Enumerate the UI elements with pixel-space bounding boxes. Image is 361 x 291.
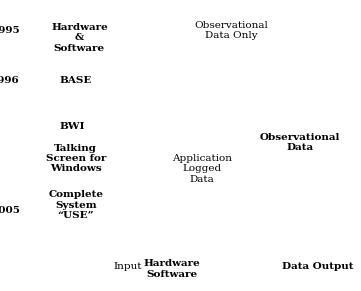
Text: 1996: 1996 (0, 76, 20, 84)
Text: Observational
Data: Observational Data (260, 133, 340, 152)
Text: Data Output: Data Output (282, 262, 353, 271)
Text: Talking
Screen for
Windows: Talking Screen for Windows (45, 144, 106, 173)
Text: Complete
System
“USE”: Complete System “USE” (48, 190, 103, 220)
Text: Observational
Data Only: Observational Data Only (194, 21, 268, 40)
Text: 1995: 1995 (0, 26, 20, 35)
Text: Input: Input (114, 262, 142, 271)
Text: Application
Logged
Data: Application Logged Data (172, 154, 232, 184)
Text: 2005: 2005 (0, 207, 20, 215)
Text: Hardware
Software: Hardware Software (143, 260, 200, 279)
Text: Hardware
&
Software: Hardware & Software (51, 23, 108, 53)
Text: BWI: BWI (60, 122, 85, 131)
Text: BASE: BASE (60, 76, 92, 84)
